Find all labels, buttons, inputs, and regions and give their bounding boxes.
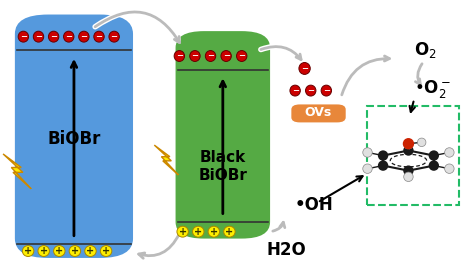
- Text: −: −: [65, 32, 72, 41]
- Ellipse shape: [306, 85, 316, 96]
- Ellipse shape: [48, 31, 59, 42]
- Ellipse shape: [290, 85, 301, 96]
- Text: −: −: [20, 32, 27, 41]
- Text: +: +: [194, 227, 202, 237]
- Text: +: +: [102, 246, 110, 256]
- Ellipse shape: [205, 51, 216, 61]
- Text: −: −: [191, 51, 199, 61]
- Ellipse shape: [177, 226, 188, 237]
- Ellipse shape: [190, 51, 200, 61]
- Text: −: −: [81, 32, 87, 41]
- Text: −: −: [223, 51, 229, 61]
- Ellipse shape: [109, 31, 119, 42]
- Text: −: −: [292, 86, 299, 95]
- Ellipse shape: [445, 164, 454, 173]
- Ellipse shape: [94, 31, 104, 42]
- Ellipse shape: [85, 245, 96, 257]
- Text: −: −: [110, 32, 118, 41]
- Ellipse shape: [69, 245, 81, 257]
- Text: −: −: [95, 32, 102, 41]
- Ellipse shape: [221, 51, 231, 61]
- FancyBboxPatch shape: [15, 14, 133, 258]
- Ellipse shape: [403, 138, 414, 149]
- Text: OVs: OVs: [305, 106, 332, 119]
- Polygon shape: [155, 145, 178, 175]
- Text: H2O: H2O: [267, 241, 307, 259]
- Ellipse shape: [100, 245, 112, 257]
- Text: +: +: [24, 246, 32, 256]
- Ellipse shape: [418, 138, 426, 147]
- Ellipse shape: [299, 63, 310, 75]
- Text: +: +: [71, 246, 79, 256]
- Text: BiOBr: BiOBr: [47, 130, 100, 148]
- Text: −: −: [238, 51, 245, 61]
- Ellipse shape: [403, 145, 414, 156]
- Text: +: +: [40, 246, 48, 256]
- Text: +: +: [225, 227, 234, 237]
- Text: +: +: [86, 246, 94, 256]
- Text: O$_2$: O$_2$: [414, 41, 437, 61]
- Text: −: −: [50, 32, 57, 41]
- Text: •OH: •OH: [295, 196, 333, 214]
- Ellipse shape: [404, 172, 413, 182]
- Ellipse shape: [428, 150, 439, 161]
- Ellipse shape: [363, 148, 372, 157]
- Ellipse shape: [38, 245, 49, 257]
- Ellipse shape: [378, 150, 388, 161]
- Bar: [367, 106, 459, 205]
- Text: +: +: [55, 246, 64, 256]
- Text: •O$_2^-$: •O$_2^-$: [414, 78, 451, 100]
- Ellipse shape: [363, 164, 372, 173]
- Ellipse shape: [321, 85, 331, 96]
- Text: −: −: [323, 86, 330, 95]
- FancyBboxPatch shape: [292, 105, 346, 122]
- Text: −: −: [176, 51, 183, 61]
- Ellipse shape: [404, 140, 413, 149]
- Text: −: −: [307, 86, 314, 95]
- Text: −: −: [35, 32, 42, 41]
- Ellipse shape: [22, 245, 34, 257]
- Text: −: −: [301, 64, 308, 73]
- Ellipse shape: [428, 160, 439, 171]
- Ellipse shape: [378, 160, 388, 171]
- Ellipse shape: [192, 226, 204, 237]
- Ellipse shape: [64, 31, 74, 42]
- Ellipse shape: [445, 148, 454, 157]
- Text: Black
BiOBr: Black BiOBr: [199, 150, 247, 183]
- Ellipse shape: [224, 226, 235, 237]
- Ellipse shape: [208, 226, 219, 237]
- Text: +: +: [210, 227, 218, 237]
- Text: +: +: [179, 227, 187, 237]
- Ellipse shape: [403, 165, 414, 176]
- Ellipse shape: [174, 51, 184, 61]
- Ellipse shape: [79, 31, 89, 42]
- Ellipse shape: [33, 31, 44, 42]
- Ellipse shape: [18, 31, 28, 42]
- Polygon shape: [3, 154, 31, 189]
- FancyBboxPatch shape: [175, 31, 270, 239]
- Ellipse shape: [54, 245, 65, 257]
- Ellipse shape: [237, 51, 247, 61]
- Text: −: −: [207, 51, 214, 61]
